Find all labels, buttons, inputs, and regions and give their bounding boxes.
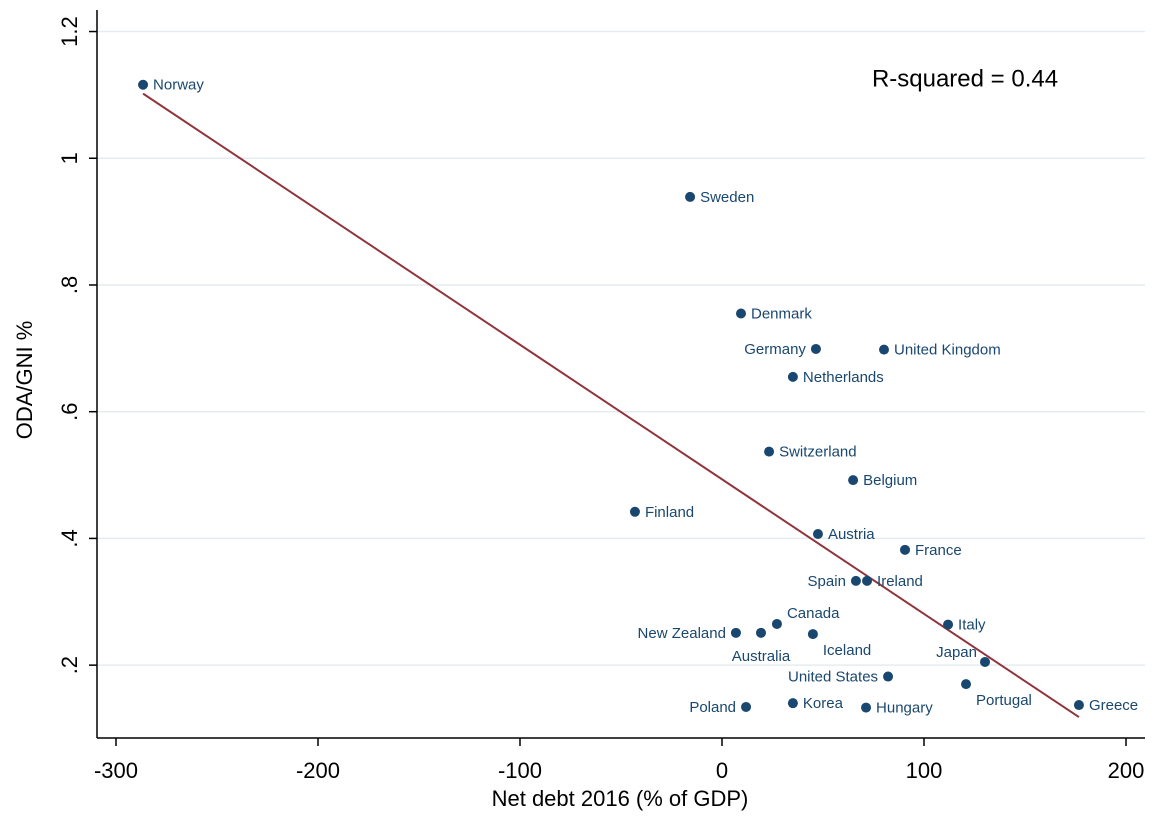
- point-label: United Kingdom: [894, 342, 1001, 359]
- point-label: Switzerland: [779, 444, 857, 461]
- point: [943, 619, 954, 630]
- point-label: Netherlands: [803, 369, 884, 386]
- point: [848, 475, 859, 486]
- point: [961, 679, 972, 690]
- point-label: Korea: [803, 695, 844, 712]
- y-tick-label: 1: [57, 152, 82, 164]
- x-tick-label: 200: [1108, 758, 1145, 783]
- point-label: Austria: [828, 526, 875, 543]
- point-label: Canada: [787, 605, 840, 622]
- point-label: Denmark: [751, 305, 812, 322]
- point: [755, 627, 766, 638]
- point-label: France: [915, 542, 962, 559]
- point-label: Norway: [153, 77, 204, 94]
- point-label: Australia: [732, 648, 791, 665]
- point-label: Germany: [744, 341, 806, 358]
- y-axis-title: ODA/GNI %: [12, 321, 37, 440]
- point-label: Sweden: [700, 189, 754, 206]
- y-tick-label: .6: [57, 403, 82, 421]
- point: [1073, 700, 1084, 711]
- point-label: Italy: [958, 617, 986, 634]
- x-tick-label: -200: [296, 758, 340, 783]
- point: [685, 191, 696, 202]
- point: [850, 575, 861, 586]
- point-label: Hungary: [876, 700, 933, 717]
- point: [861, 702, 872, 713]
- point-label: New Zealand: [638, 625, 726, 642]
- point-label: Iceland: [823, 642, 871, 659]
- point: [862, 575, 873, 586]
- point: [787, 698, 798, 709]
- annotation: R-squared = 0.44: [872, 65, 1058, 92]
- point-label: Spain: [808, 573, 846, 590]
- point-label: Greece: [1089, 697, 1138, 714]
- x-tick-label: 100: [906, 758, 943, 783]
- x-tick-label: -100: [498, 758, 542, 783]
- point: [629, 506, 640, 517]
- point: [735, 308, 746, 319]
- point: [810, 343, 821, 354]
- point: [980, 656, 991, 667]
- point: [138, 79, 149, 90]
- point: [900, 544, 911, 555]
- trend-line: [142, 92, 1080, 718]
- point: [807, 629, 818, 640]
- point-label: Japan: [936, 644, 977, 661]
- x-tick-label: -300: [94, 758, 138, 783]
- x-axis-title: Net debt 2016 (% of GDP): [492, 786, 749, 811]
- point-label: United States: [788, 669, 878, 686]
- point-label: Poland: [689, 699, 736, 716]
- point: [741, 701, 752, 712]
- point: [883, 671, 894, 682]
- point-label: Belgium: [863, 472, 917, 489]
- x-tick-label: 0: [716, 758, 728, 783]
- point: [764, 446, 775, 457]
- y-tick-label: .8: [57, 276, 82, 294]
- point: [730, 627, 741, 638]
- point: [787, 371, 798, 382]
- point: [771, 618, 782, 629]
- y-tick-label: 1.2: [57, 16, 82, 47]
- point: [812, 528, 823, 539]
- point-label: Ireland: [877, 573, 923, 590]
- point-label: Finland: [645, 504, 694, 521]
- y-tick-label: .4: [57, 529, 82, 547]
- y-tick-label: .2: [57, 656, 82, 674]
- point-label: Portugal: [976, 692, 1032, 709]
- point: [879, 344, 890, 355]
